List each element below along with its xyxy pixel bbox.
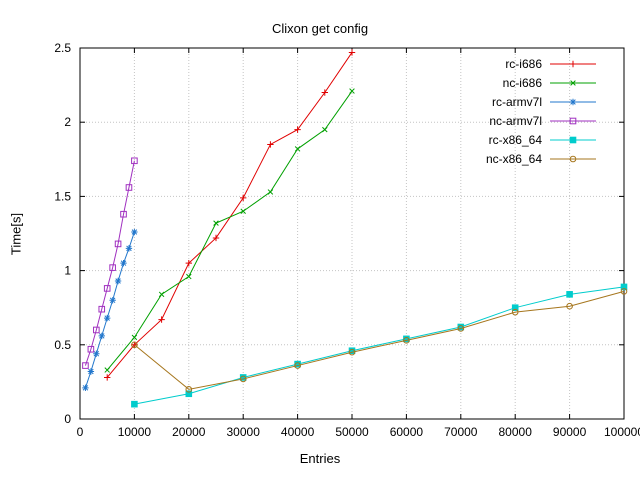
series-rc-i686: [104, 49, 356, 381]
x-tick-label: 90000: [553, 425, 587, 439]
legend-label: nc-x86_64: [486, 152, 542, 166]
x-axis-label: Entries: [299, 451, 341, 466]
legend-label: nc-armv7l: [489, 114, 542, 128]
x-tick-label: 80000: [499, 425, 533, 439]
x-tick-label: 60000: [390, 425, 424, 439]
legend: rc-i686 nc-i686 rc-armv7l nc-armv7l rc-x86_6…: [486, 57, 596, 166]
grid: [79, 47, 625, 420]
tick-marks: [79, 47, 625, 420]
series-rc-x86_64: [131, 283, 628, 408]
y-tick-label: 2: [64, 115, 71, 129]
legend-item-nc-i686: nc-i686: [503, 76, 596, 90]
legend-item-nc-armv7l: nc-armv7l: [489, 114, 596, 128]
y-tick-label: 1: [64, 264, 71, 278]
legend-label: rc-armv7l: [492, 95, 542, 109]
x-tick-label: 40000: [281, 425, 315, 439]
series-nc-i686: [104, 88, 355, 373]
x-tick-label: 50000: [335, 425, 369, 439]
y-tick-label: 0: [64, 412, 71, 426]
y-tick-label: 1.5: [54, 189, 71, 203]
legend-item-rc-armv7l: rc-armv7l: [492, 95, 596, 109]
legend-label: rc-i686: [505, 57, 542, 71]
series-nc-x86_64: [131, 288, 628, 393]
legend-item-nc-x86_64: nc-x86_64: [486, 152, 596, 166]
chart-title: Clixon get config: [271, 21, 369, 36]
legend-label: nc-i686: [503, 76, 543, 90]
legend-item-rc-x86_64: rc-x86_64: [489, 133, 596, 147]
legend-label: rc-x86_64: [489, 133, 543, 147]
y-tick-label: 2.5: [54, 41, 71, 55]
series-rc-armv7l: [82, 228, 138, 392]
x-tick-label: 20000: [172, 425, 206, 439]
tick-labels: 0 10000 20000 30000 40000 50000 60000 70000 8000…: [54, 41, 640, 439]
x-tick-label: 30000: [227, 425, 261, 439]
legend-item-rc-i686: rc-i686: [505, 57, 596, 71]
x-tick-label: 0: [77, 425, 84, 439]
x-tick-label: 10000: [118, 425, 152, 439]
x-tick-label: 70000: [444, 425, 478, 439]
y-tick-label: 0.5: [54, 338, 71, 352]
series-nc-armv7l: [82, 157, 138, 369]
